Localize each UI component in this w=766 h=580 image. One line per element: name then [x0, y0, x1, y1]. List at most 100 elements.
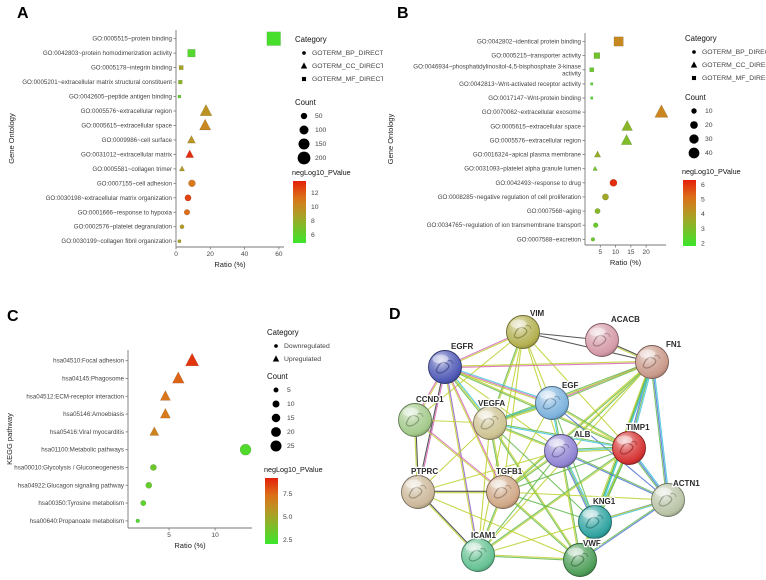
colorbar-tick-label: 2.5 — [283, 537, 293, 544]
term-label: GO:0005581~collagen trimer — [92, 166, 172, 173]
legend-count-title: Count — [267, 372, 289, 381]
data-point — [590, 237, 596, 242]
legend-count-title: Count — [295, 98, 317, 107]
data-point — [149, 426, 160, 436]
colorbar-tick-label: 5 — [701, 197, 705, 204]
network-node-label: EGF — [562, 381, 579, 390]
data-point — [187, 135, 196, 144]
network-edge — [477, 499, 669, 556]
network-edge — [561, 450, 582, 560]
data-point — [183, 209, 191, 216]
data-point — [654, 104, 669, 118]
term-label: GO:0070062~extracellular exosome — [482, 109, 582, 116]
data-point — [178, 165, 186, 172]
data-point — [179, 224, 185, 230]
network-node-label: FN1 — [666, 340, 682, 349]
network-node-egf: EGF — [535, 380, 580, 420]
data-point — [613, 36, 624, 47]
term-label: GO:0002576~platelet degranulation — [74, 224, 173, 231]
network-edge — [445, 362, 653, 369]
term-label: GO:0042803~protein homodimerization acti… — [43, 50, 173, 57]
x-tick-label: 5 — [167, 532, 171, 539]
legend-count-glyph — [688, 147, 700, 159]
data-point — [590, 96, 594, 100]
term-label: GO:0007588~excretion — [517, 236, 582, 243]
legend-count-title: Count — [685, 93, 707, 102]
network-node-label: ALB — [574, 430, 591, 439]
legend-category-glyph — [302, 51, 307, 56]
legend-category-label: GOTERM_CC_DIRECT — [312, 63, 383, 70]
network-node-timp1: TIMP1 — [612, 422, 651, 465]
network-node-ccnd1: CCND1 — [398, 394, 445, 437]
data-point — [609, 179, 618, 187]
network-node-fn1: FN1 — [635, 339, 683, 379]
network-edge — [478, 448, 630, 556]
term-label: hsa01100:Metabolic pathways — [41, 447, 124, 454]
colorbar-title: negLog10_PValue — [264, 465, 323, 474]
network-edge — [477, 450, 562, 556]
data-point — [178, 79, 183, 85]
data-point — [589, 67, 595, 73]
x-tick-label: 15 — [627, 249, 635, 256]
network-edge — [445, 365, 553, 403]
term-label: hsa00640:Propanoate metabolism — [30, 518, 124, 525]
legend-count-label: 50 — [315, 113, 323, 120]
term-label: GO:0042493~response to drug — [496, 180, 582, 187]
data-point — [199, 103, 213, 116]
network-node-alb: ALB — [544, 429, 592, 468]
term-label: GO:0042802~identical protein binding — [477, 38, 582, 45]
legend-category-glyph — [301, 76, 307, 82]
x-axis-title: Ratio (%) — [610, 258, 642, 267]
term-label: GO:0016324~apical plasma membrane — [473, 152, 582, 159]
network-edge — [443, 367, 478, 556]
term-label: GO:0034765~regulation of ion transmembra… — [427, 222, 582, 229]
term-label: GO:0030199~collagen fibril organization — [61, 238, 172, 245]
data-point — [187, 49, 196, 58]
panel-a-dotplot: 0 20 40 60 Ratio (%) Gene Ontology GO:0005515~… — [7, 30, 383, 269]
term-label: GO:0007568~aging — [527, 208, 582, 215]
legend-count-label: 100 — [315, 127, 327, 134]
data-point — [178, 65, 184, 70]
legend-category-label: GOTERM_BP_DIRECT — [312, 50, 383, 57]
legend-count-label: 15 — [287, 415, 295, 422]
legend-category-label: GOTERM_BP_DIRECT — [702, 49, 766, 56]
data-point — [593, 52, 601, 59]
network-node-actn1: ACTN1 — [651, 478, 701, 517]
legend-count-glyph — [271, 413, 281, 423]
network-edge — [444, 360, 652, 367]
legend-count-label: 10 — [287, 401, 295, 408]
data-point — [140, 500, 147, 506]
data-point — [620, 133, 633, 145]
x-tick-label: 10 — [212, 532, 220, 539]
network-node-ptprc: PTPRC — [401, 466, 440, 509]
term-label: GO:0031093~platelet alpha granule lumen — [464, 166, 581, 173]
term-label: GO:0005615~extracellular space — [81, 122, 172, 129]
data-point — [177, 239, 182, 244]
legend-count-label: 200 — [315, 155, 327, 162]
term-label: GO:0007155~cell adhesion — [97, 180, 173, 187]
term-label: GO:0005615~extracellular space — [490, 123, 581, 130]
legend-category-glyph — [691, 75, 697, 81]
colorbar — [683, 180, 696, 246]
term-label: hsa04510:Focal adhesion — [53, 358, 124, 365]
legend-category-glyph — [300, 62, 308, 69]
network-node-label: VWF — [583, 539, 601, 548]
legend-count-glyph — [273, 387, 279, 393]
network-node-icam1: ICAM1 — [461, 530, 498, 572]
data-point — [199, 118, 212, 131]
term-label: GO:0001666~response to hypoxia — [78, 209, 173, 216]
legend-category-label: Downregulated — [284, 343, 330, 350]
network-edge — [502, 447, 630, 493]
legend-count-glyph — [298, 138, 310, 150]
x-axis-title: Ratio (%) — [214, 260, 246, 269]
network-edge — [561, 362, 653, 452]
network-edge — [580, 500, 669, 561]
term-label: GO:0042605~peptide antigen binding — [69, 94, 173, 101]
network-edge — [444, 366, 562, 452]
term-label: GO:0031012~extracellular matrix — [81, 151, 173, 158]
network-node-kng1: KNG1 — [578, 496, 617, 539]
legend-count-glyph — [271, 427, 281, 437]
network-edge — [652, 361, 670, 500]
network-edge — [502, 492, 580, 561]
